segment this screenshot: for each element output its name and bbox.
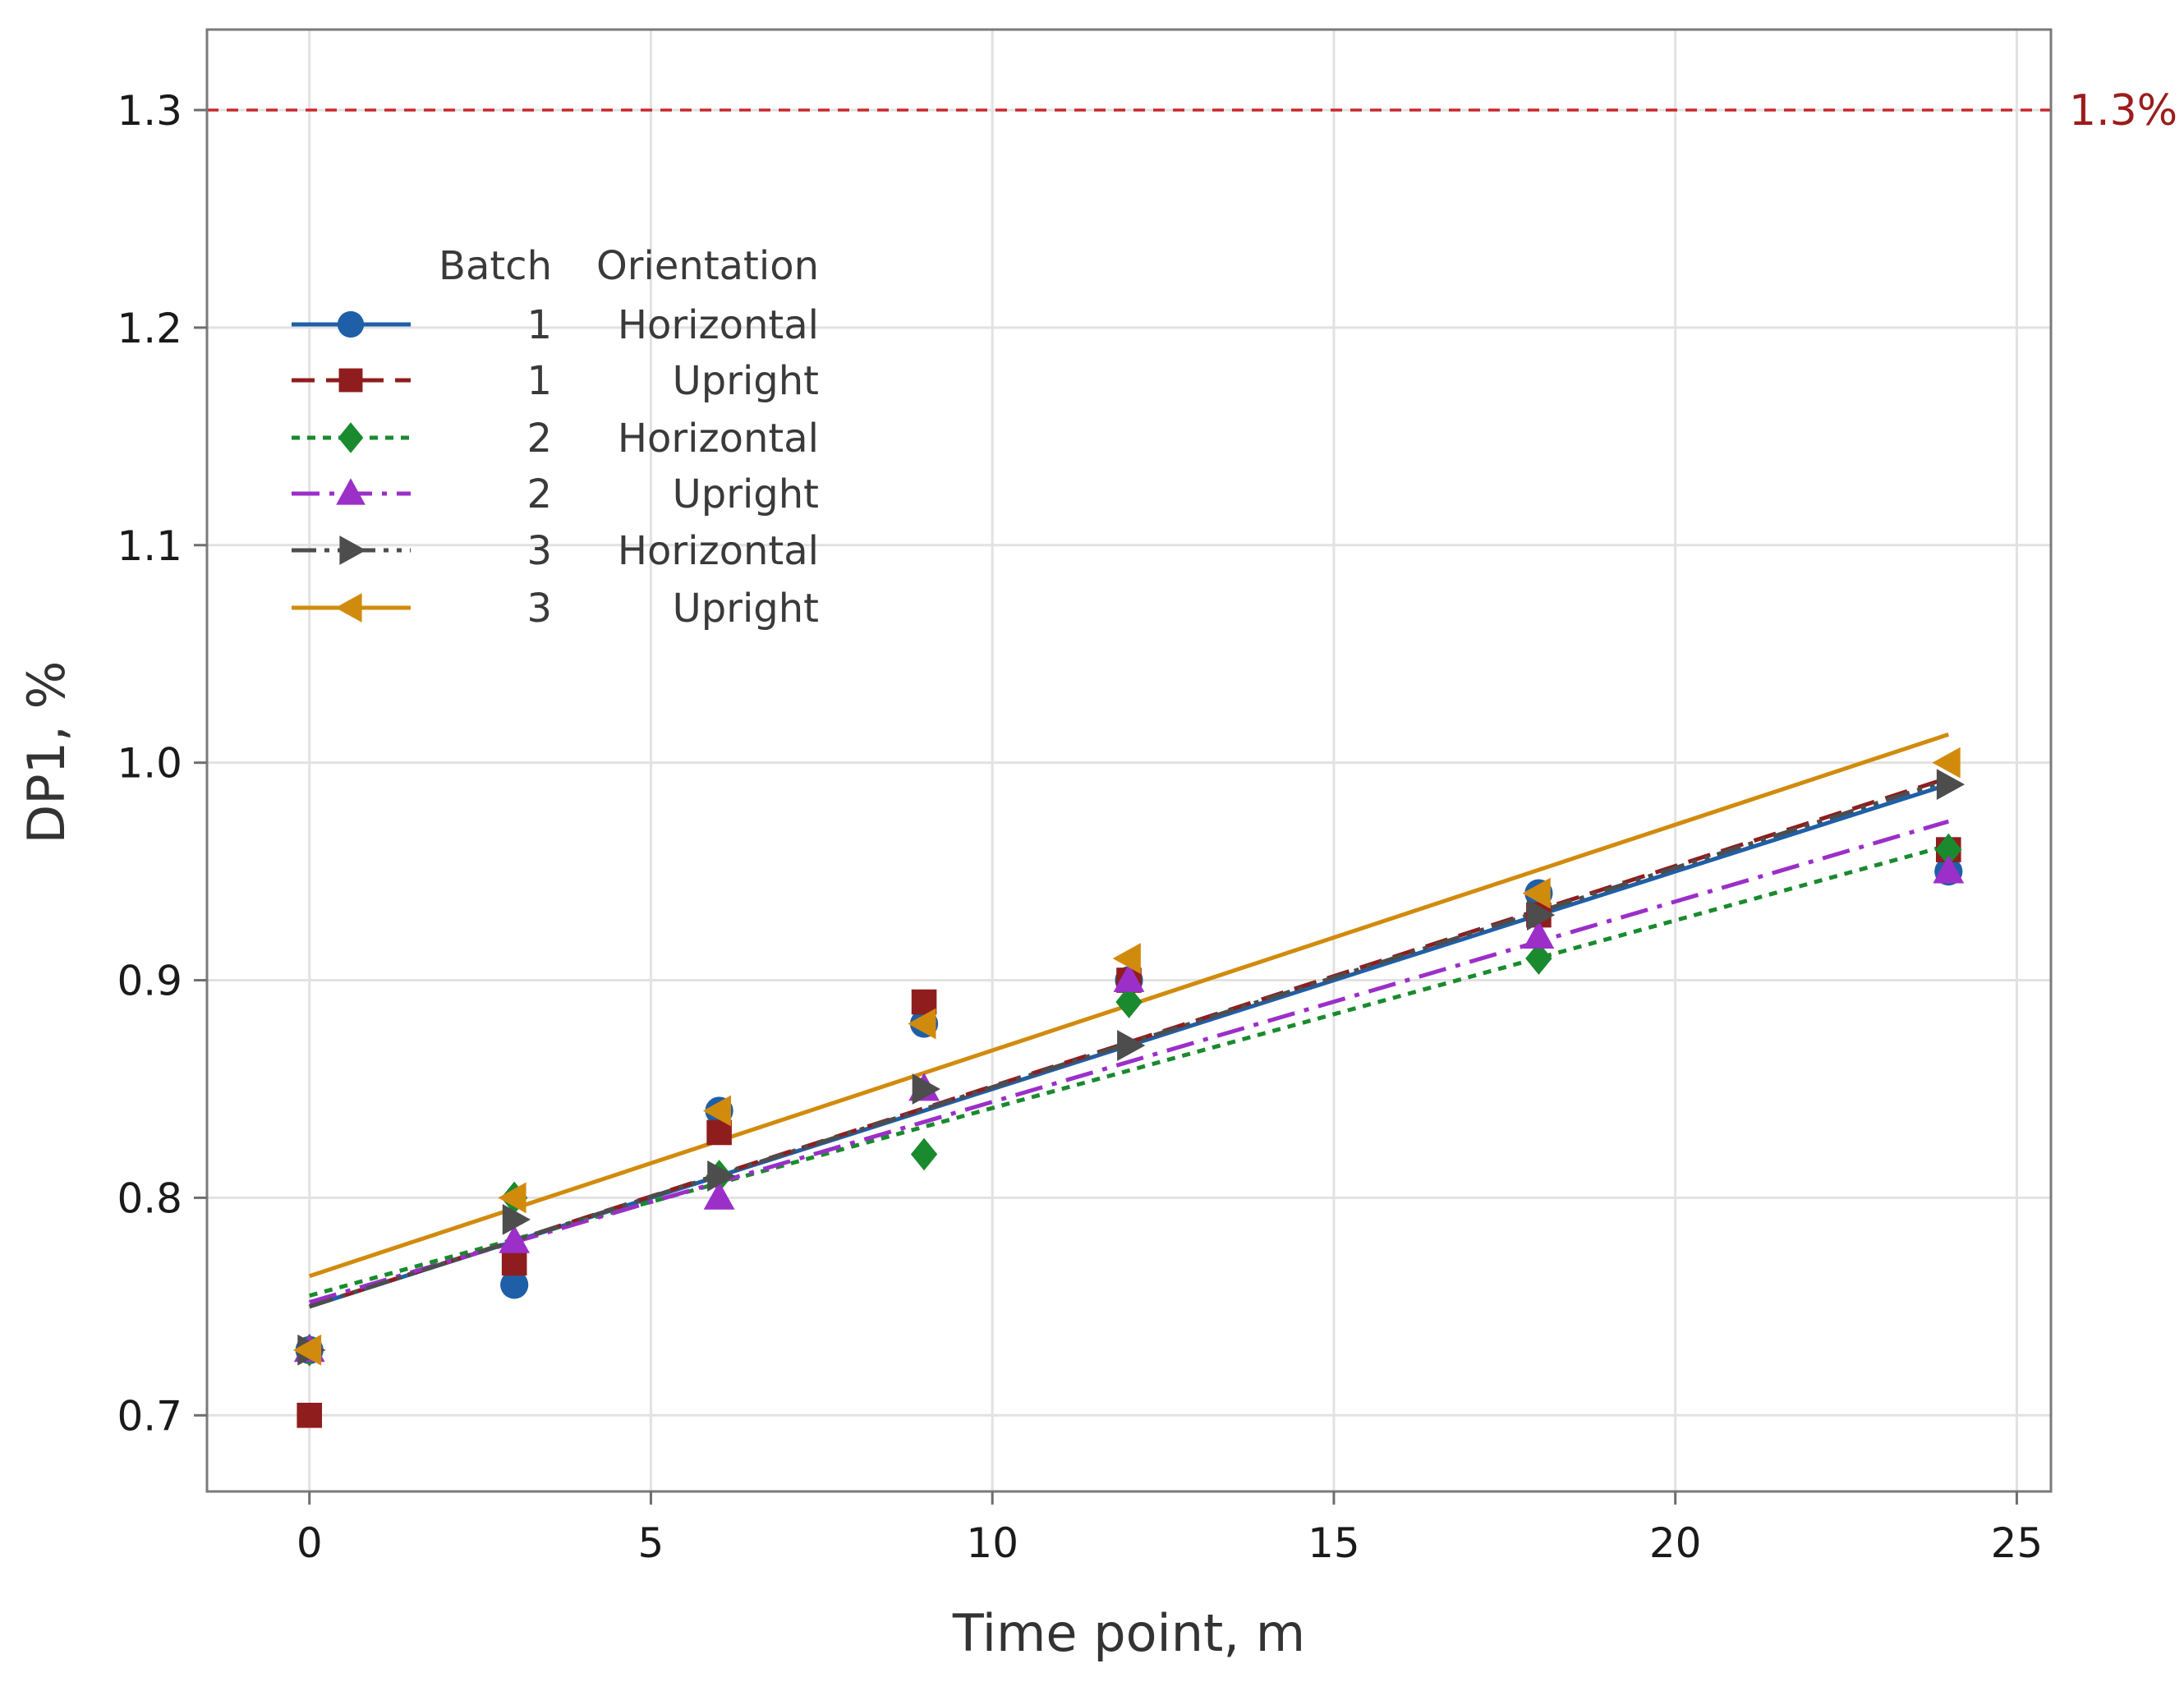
data-points [292, 747, 1966, 1428]
y-tick-label: 1.3 [117, 87, 182, 135]
legend-orientation: Upright [673, 471, 819, 517]
x-tick-label: 20 [1649, 1519, 1702, 1567]
legend-batch: 3 [526, 586, 552, 632]
data-point [292, 1334, 322, 1366]
x-tick-label: 5 [638, 1519, 664, 1567]
data-point [910, 1137, 938, 1171]
x-axis-title: Time point, m [952, 1603, 1305, 1663]
legend-marker [338, 422, 364, 453]
data-point [1113, 963, 1145, 992]
legend-marker [339, 535, 366, 565]
x-tick-label: 15 [1308, 1519, 1360, 1567]
legend-marker [335, 593, 362, 623]
x-tick-label: 10 [966, 1519, 1018, 1567]
x-tick-label: 0 [297, 1519, 323, 1567]
data-point [500, 1271, 529, 1299]
legend-header-orientation: Orientation [596, 243, 819, 289]
data-point [498, 1182, 526, 1214]
legend-batch: 1 [526, 358, 552, 404]
data-point [1935, 833, 1962, 866]
data-point [297, 1402, 323, 1428]
legend-batch: 3 [526, 528, 552, 574]
y-tick-label: 1.0 [117, 740, 182, 788]
y-axis-title: DP1, % [16, 661, 76, 844]
fit-line [308, 778, 1950, 1309]
legend-header-batch: Batch [439, 243, 552, 289]
data-point [1936, 769, 1966, 801]
axes: 0 5 10 15 20 25 0.7 0.8 0.9 1.0 1.1 1.2 1.3 [117, 87, 2043, 1567]
legend-marker [336, 478, 366, 505]
y-tick-label: 0.9 [117, 958, 182, 1005]
data-point [1932, 747, 1961, 779]
y-tick-label: 1.2 [117, 305, 182, 352]
data-point [501, 1250, 527, 1276]
legend-marker [337, 310, 365, 338]
y-tick-label: 0.8 [117, 1174, 182, 1222]
legend-orientation: Horizontal [618, 302, 819, 348]
data-point [703, 1181, 735, 1210]
data-point [1112, 943, 1141, 974]
legend-batch: 2 [526, 416, 552, 462]
legend-batch: 1 [526, 302, 552, 348]
data-point [1117, 1030, 1146, 1061]
data-point [1522, 877, 1551, 909]
y-tick-label: 0.7 [117, 1392, 182, 1440]
data-point [1933, 855, 1965, 884]
legend-orientation: Upright [673, 358, 819, 404]
legend-orientation: Upright [673, 586, 819, 632]
legend: 1 Horizontal 1 Upright 2 Horizontal 2 Upright 3 H… [292, 302, 819, 632]
data-point [702, 1095, 732, 1127]
legend-orientation: Horizontal [618, 528, 819, 574]
data-point [912, 1073, 940, 1105]
data-point [1115, 986, 1143, 1018]
legend-orientation: Horizontal [618, 416, 819, 462]
data-point [499, 1225, 531, 1253]
data-point [707, 1160, 736, 1192]
y-tick-label: 1.1 [117, 522, 182, 570]
data-point [502, 1203, 531, 1235]
fit-line [309, 819, 1949, 1304]
legend-batch: 2 [526, 471, 552, 517]
plot-frame [205, 28, 2053, 1493]
legend-marker [338, 368, 363, 393]
data-point [908, 1008, 936, 1040]
data-point [1526, 899, 1556, 931]
reference-line-label: 1.3% [2069, 86, 2177, 136]
grid-lines [207, 30, 2051, 1491]
data-point [1525, 942, 1552, 975]
data-point [1523, 920, 1555, 949]
x-tick-label: 25 [1991, 1519, 2044, 1567]
